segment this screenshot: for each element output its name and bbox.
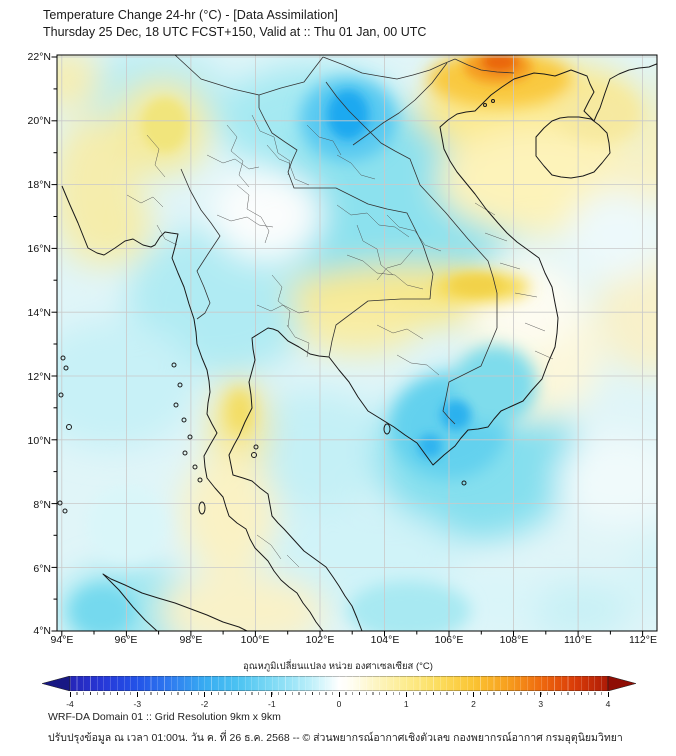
x-tick-label: 98°E xyxy=(179,634,203,646)
y-tick-label: 16°N xyxy=(27,243,51,255)
colorbar-tick-label: 2 xyxy=(471,699,476,709)
y-tick-label: 6°N xyxy=(33,563,51,575)
colorbar-tick xyxy=(69,692,71,697)
footer-update-info: ปรับปรุงข้อมูล ณ เวลา 01:00น. วัน ค. ที่… xyxy=(48,732,623,744)
colorbar-tick-label: -2 xyxy=(200,699,209,709)
colorbar-tick-label: -3 xyxy=(133,699,142,709)
colorbar-right-arrow xyxy=(607,676,636,691)
colorbar-tick xyxy=(540,692,542,697)
colorbar-tick-label: -4 xyxy=(66,699,74,709)
map-plot-area xyxy=(57,55,657,631)
colorbar-label: อุณหภูมิเปลี่ยนแปลง หน่วย องศาเซลเซียส (… xyxy=(243,661,433,672)
y-tick-label: 8°N xyxy=(33,499,51,511)
y-tick-label: 4°N xyxy=(33,625,51,637)
colorbar-tick-label: -1 xyxy=(268,699,276,709)
page-subtitle: Thursday 25 Dec, 18 UTC FCST+150, Valid … xyxy=(43,25,427,39)
x-tick-label: 104°E xyxy=(370,634,400,646)
x-tick-label: 106°E xyxy=(434,634,464,646)
x-tick-label: 112°E xyxy=(629,634,657,646)
colorbar-tick-label: 4 xyxy=(605,699,611,709)
colorbar-tick xyxy=(607,692,609,697)
colorbar-tick-label: 0 xyxy=(336,699,342,709)
y-tick-label: 10°N xyxy=(27,435,51,447)
temperature-field-layer xyxy=(57,55,657,631)
colorbar-tick xyxy=(204,692,205,697)
x-tick-label: 100°E xyxy=(240,634,270,646)
colorbar-left-arrow xyxy=(42,676,71,691)
colorbar-segment-lines xyxy=(70,676,608,691)
colorbar-tick-label: 1 xyxy=(403,699,409,709)
colorbar-tick xyxy=(338,692,340,697)
y-tick-label: 18°N xyxy=(27,179,51,191)
y-tick-label: 12°N xyxy=(27,371,51,383)
x-tick-label: 102°E xyxy=(305,634,335,646)
page-title: Temperature Change 24-hr (°C) - [Data As… xyxy=(43,8,338,22)
colorbar-tick xyxy=(136,692,138,697)
x-tick-label: 108°E xyxy=(499,634,529,646)
footer-domain-info: WRF-DA Domain 01 :: Grid Resolution 9km … xyxy=(48,711,281,723)
colorbar-tick xyxy=(405,692,407,697)
colorbar xyxy=(42,676,636,691)
x-tick-label: 94°E xyxy=(50,634,74,646)
y-tick-label: 20°N xyxy=(27,115,51,127)
x-tick-label: 110°E xyxy=(564,634,592,646)
x-tick-label: 96°E xyxy=(114,634,138,646)
colorbar-tick xyxy=(473,692,474,697)
y-tick-label: 22°N xyxy=(27,51,51,63)
colorbar-tick-label: 3 xyxy=(538,699,544,709)
colorbar-tick xyxy=(271,692,273,697)
y-tick-label: 14°N xyxy=(27,307,51,319)
